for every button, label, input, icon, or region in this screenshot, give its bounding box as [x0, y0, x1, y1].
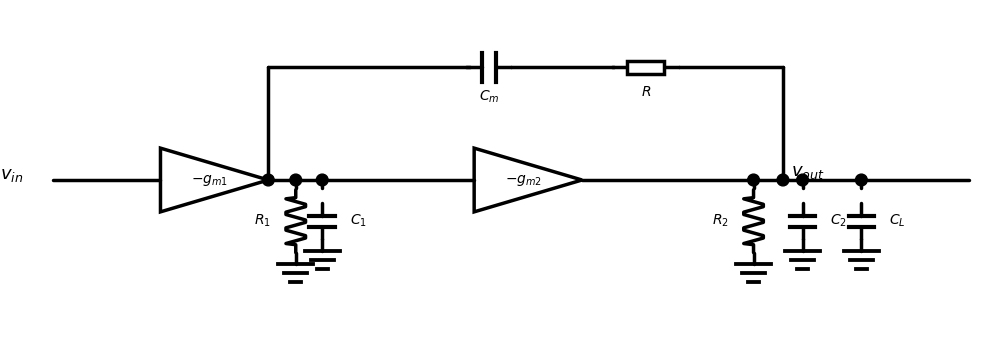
Circle shape [797, 174, 808, 186]
Text: $C_m$: $C_m$ [479, 89, 499, 105]
Text: $C_1$: $C_1$ [350, 213, 367, 229]
Text: $C_2$: $C_2$ [830, 213, 847, 229]
Circle shape [777, 174, 789, 186]
Text: $v_{in}$: $v_{in}$ [0, 166, 23, 184]
Text: $R_2$: $R_2$ [712, 213, 729, 229]
Text: $C_L$: $C_L$ [889, 213, 905, 229]
Circle shape [290, 174, 302, 186]
Circle shape [748, 174, 759, 186]
Text: $-g_{m1}$: $-g_{m1}$ [191, 172, 228, 188]
Text: $-g_{m2}$: $-g_{m2}$ [505, 172, 542, 188]
Circle shape [316, 174, 328, 186]
Text: $R$: $R$ [641, 85, 651, 99]
FancyBboxPatch shape [627, 61, 664, 74]
Text: $R_1$: $R_1$ [254, 213, 271, 229]
Text: $v_{out}$: $v_{out}$ [791, 163, 824, 181]
Circle shape [855, 174, 867, 186]
Circle shape [262, 174, 274, 186]
